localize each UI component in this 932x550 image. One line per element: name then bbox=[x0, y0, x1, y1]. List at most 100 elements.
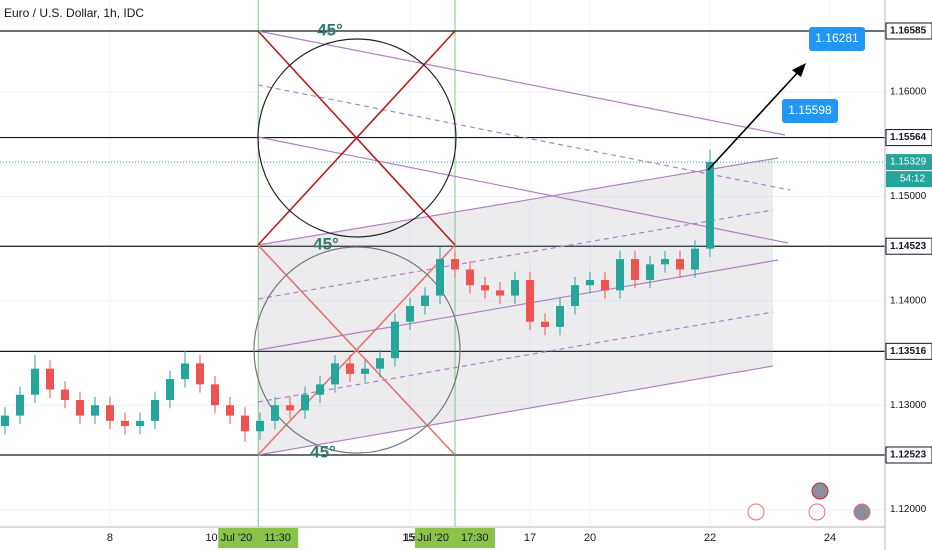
candle-body bbox=[120, 420, 129, 427]
level-label: 1.15564 bbox=[890, 132, 927, 143]
candle-body bbox=[390, 321, 399, 359]
circle bbox=[253, 246, 461, 454]
level-box bbox=[885, 237, 932, 255]
angle-label: 45° bbox=[310, 442, 336, 461]
candle-body bbox=[360, 368, 369, 374]
candle-body bbox=[570, 285, 579, 307]
countdown-box bbox=[886, 171, 932, 188]
y-tick-label: 1.13000 bbox=[890, 400, 927, 411]
y-tick-label: 1.16000 bbox=[890, 87, 927, 98]
x-tick-label: 15 bbox=[404, 532, 416, 544]
candle-body bbox=[285, 405, 294, 411]
marker-date: 15 Jul '20 bbox=[402, 532, 449, 544]
event-icons bbox=[747, 482, 871, 521]
candle-body bbox=[480, 285, 489, 291]
candle-body bbox=[45, 368, 54, 390]
y-tick-label: 1.12000 bbox=[890, 504, 927, 515]
level-box bbox=[885, 342, 932, 360]
marker-time: 11:30 bbox=[264, 532, 291, 544]
marks bbox=[0, 149, 714, 442]
x-tick-label: 17 bbox=[524, 532, 536, 544]
x-tick-label: 20 bbox=[584, 532, 596, 544]
candle-body bbox=[315, 384, 324, 395]
callout bbox=[809, 27, 865, 51]
candle-body bbox=[495, 290, 504, 296]
axis: 1.12000 1.13000 1.14000 1.15000 1.16000 8 15 17… bbox=[107, 22, 932, 548]
candle-body bbox=[600, 279, 609, 291]
candle-body bbox=[330, 363, 339, 385]
candle-body bbox=[300, 394, 309, 411]
marker-date: 10 Jul '20 bbox=[205, 532, 252, 544]
candle-body bbox=[675, 259, 684, 270]
level-box bbox=[885, 446, 932, 464]
level-box bbox=[885, 129, 932, 147]
countdown: 54:12 bbox=[900, 174, 925, 185]
price-axis bbox=[885, 0, 932, 550]
candle-body bbox=[705, 161, 714, 249]
y-tick-label: 1.15000 bbox=[890, 191, 927, 202]
x-tick-label: 22 bbox=[704, 532, 716, 544]
level-label: 1.12523 bbox=[890, 450, 927, 461]
candle-body bbox=[75, 399, 84, 416]
current-price-box bbox=[886, 154, 932, 171]
candle-body bbox=[255, 420, 264, 432]
marker-box bbox=[414, 528, 495, 548]
angle-label: 45° bbox=[313, 234, 339, 253]
y-tick-label: 1.14000 bbox=[890, 295, 927, 306]
arrow-head bbox=[792, 63, 806, 77]
candle-body bbox=[645, 264, 654, 280]
candle-body bbox=[15, 394, 24, 416]
candle-body bbox=[450, 259, 459, 270]
arrow bbox=[707, 69, 801, 171]
level-label: 1.13516 bbox=[890, 346, 927, 357]
candle-body bbox=[195, 363, 204, 385]
candle-body bbox=[420, 295, 429, 307]
candle-body bbox=[165, 379, 174, 400]
circle bbox=[257, 38, 457, 238]
candle-body bbox=[210, 384, 219, 406]
candle-body bbox=[240, 415, 249, 432]
candle-body bbox=[30, 368, 39, 395]
candle-body bbox=[105, 405, 114, 421]
candle-body bbox=[630, 259, 639, 280]
candle-body bbox=[465, 269, 474, 286]
candle-body bbox=[615, 259, 624, 291]
candle-body bbox=[690, 248, 699, 270]
candle-body bbox=[270, 405, 279, 421]
callout-text: 1.16281 bbox=[815, 31, 859, 45]
level-box bbox=[885, 22, 932, 40]
angle-label: 45° bbox=[317, 20, 343, 39]
candle-body bbox=[585, 279, 594, 286]
gann-x-top bbox=[257, 30, 456, 246]
candle-body bbox=[180, 363, 189, 380]
candle-body bbox=[555, 306, 564, 327]
marker-box bbox=[218, 528, 299, 548]
callout bbox=[782, 99, 838, 123]
level-label: 1.16585 bbox=[890, 26, 927, 37]
x-tick-label: 8 bbox=[107, 532, 113, 544]
candle-body bbox=[90, 405, 99, 416]
grid bbox=[0, 0, 885, 527]
candle-body bbox=[0, 415, 9, 427]
candle-body bbox=[405, 306, 414, 322]
candle-body bbox=[345, 363, 354, 374]
x-tick-label: 24 bbox=[824, 532, 836, 544]
current-price-label: 1.15329 bbox=[890, 157, 927, 168]
candle-body bbox=[660, 259, 669, 265]
marker-time: 17:30 bbox=[461, 532, 489, 544]
candle-body bbox=[525, 279, 534, 322]
candle-body bbox=[135, 420, 144, 427]
callout-text: 1.15598 bbox=[788, 103, 832, 117]
candle-body bbox=[150, 399, 159, 421]
candle-body bbox=[510, 279, 519, 296]
candle-body bbox=[60, 389, 69, 400]
candle-body bbox=[540, 321, 549, 327]
channel-lines bbox=[257, 30, 791, 456]
candle-body bbox=[435, 259, 444, 296]
gann-x-bottom bbox=[257, 244, 456, 456]
candle-body bbox=[375, 358, 384, 369]
candle-body bbox=[225, 405, 234, 416]
chart-title: Euro / U.S. Dollar, 1h, IDC bbox=[4, 6, 144, 20]
level-label: 1.14523 bbox=[890, 241, 927, 252]
